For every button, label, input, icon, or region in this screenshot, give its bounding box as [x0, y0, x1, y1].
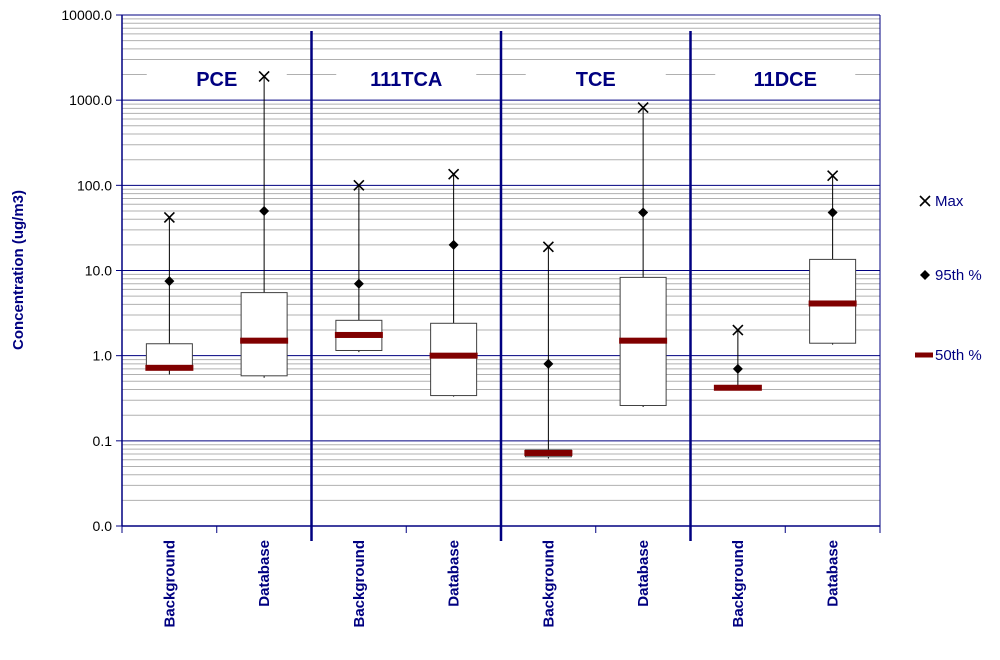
group-label: PCE [196, 69, 237, 91]
median-marker [240, 337, 289, 344]
p95-marker [164, 276, 175, 287]
x-tick-label: Background [730, 540, 747, 628]
legend-marker [915, 352, 933, 358]
legend-item-p95: 95th % [920, 267, 982, 284]
box-database [240, 70, 289, 378]
max-marker-stroke [827, 170, 839, 182]
legend-marker-stroke [919, 195, 931, 207]
max-marker-stroke [353, 179, 365, 191]
iqr-box [240, 292, 288, 377]
max-marker [353, 179, 365, 191]
max-marker [827, 170, 839, 182]
x-tick-label: Database [825, 540, 842, 607]
p95-marker [353, 278, 364, 289]
max-marker-stroke [163, 211, 175, 223]
y-tick-label: 0.1 [93, 433, 113, 449]
median-marker [524, 449, 573, 456]
p95-marker [827, 207, 838, 218]
box-background [334, 179, 383, 353]
y-tick-label: 1.0 [93, 348, 113, 364]
max-marker [637, 101, 649, 114]
box-series [145, 70, 857, 459]
max-marker-stroke [637, 101, 649, 114]
legend-marker [920, 270, 930, 280]
y-axis-title: Concentration (ug/m3) [10, 190, 27, 350]
max-marker-stroke [732, 324, 744, 336]
group-pce [145, 70, 289, 378]
group-label-backdrop [336, 60, 477, 96]
median-marker [713, 384, 762, 391]
median-marker [808, 300, 857, 307]
group-111tca [334, 168, 478, 397]
legend-label: Max [935, 193, 964, 210]
legend-item-p50: 50th % [915, 347, 982, 364]
legend: Max 95th % 50th % [915, 193, 982, 364]
p95-marker [543, 358, 554, 369]
y-axis-ticks: 0.0 0.1 1.0 10.0 100.0 1000.0 10000.0 [61, 7, 122, 534]
median-marker [334, 331, 383, 338]
x-tick-label: Database [446, 540, 463, 607]
max-marker [163, 211, 175, 223]
box-database [808, 170, 857, 345]
y-tick-label: 10000.0 [61, 7, 112, 23]
max-marker [542, 241, 554, 253]
median-marker [145, 364, 194, 371]
box-background [524, 241, 573, 459]
median-marker [619, 337, 668, 344]
x-tick-label: Background [351, 540, 368, 628]
y-tick-label: 0.0 [93, 518, 113, 534]
y-tick-label: 100.0 [77, 177, 112, 193]
x-tick-label: Background [161, 540, 178, 628]
max-marker-stroke [448, 168, 460, 180]
x-tick-label: Database [256, 540, 273, 607]
iqr-box [430, 322, 478, 397]
box-database [619, 101, 668, 407]
legend-label: 95th % [935, 267, 982, 284]
median-marker [429, 352, 478, 359]
max-marker-stroke [542, 241, 554, 253]
group-label: 11DCE [754, 69, 817, 91]
group-label: TCE [576, 69, 616, 91]
box-database [429, 168, 478, 397]
group-tce [524, 101, 668, 459]
iqr-box [145, 343, 193, 369]
x-tick-label: Background [540, 540, 557, 628]
max-marker [732, 324, 744, 336]
group-label-backdrop [715, 60, 856, 96]
group-label-backdrop [525, 60, 666, 96]
box-background [713, 324, 762, 391]
legend-label: 50th % [935, 347, 982, 364]
y-tick-label: 1000.0 [69, 92, 112, 108]
p95-marker [448, 239, 459, 250]
p95-marker [259, 205, 270, 216]
max-marker [448, 168, 460, 180]
group-label: 111TCA [370, 69, 442, 91]
max-marker [258, 70, 270, 82]
x-tick-label: Database [635, 540, 652, 607]
x-axis-labels: Background Database Background Database Back… [161, 540, 841, 628]
group-11dce [713, 170, 857, 391]
y-tick-label: 10.0 [85, 263, 112, 279]
legend-item-max: Max [919, 193, 964, 210]
p95-marker [638, 207, 649, 218]
max-marker-stroke [258, 70, 270, 82]
box-background [145, 211, 194, 375]
p95-marker [732, 363, 743, 374]
